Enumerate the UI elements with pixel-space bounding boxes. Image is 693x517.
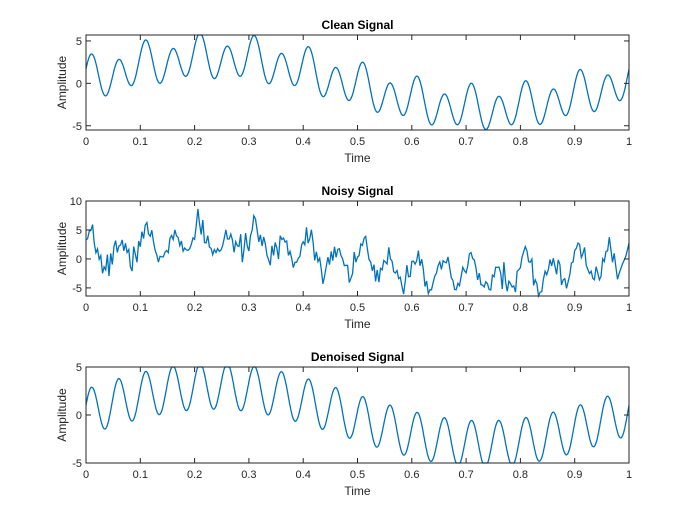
x-axis-label: Time: [344, 151, 371, 165]
y-axis-label: Amplitude: [55, 222, 69, 276]
y-axis-label: Amplitude: [55, 388, 69, 442]
x-tick-label: 0.5: [350, 302, 365, 314]
y-tick-label: -5: [72, 121, 82, 133]
x-tick-label: 0.4: [296, 302, 311, 314]
x-tick-label: 0.5: [350, 469, 365, 481]
y-tick-label: 5: [76, 362, 82, 374]
y-tick-label: -5: [72, 458, 82, 470]
subplot-3: 0 0.1 0.2 0.3 0.4 0.5 0.6 0.7 0.8 0.9 150-5Denoise…: [55, 350, 632, 498]
y-tick-label: 5: [76, 36, 82, 48]
x-tick-label: 0.6: [404, 136, 419, 148]
series-line: [85, 366, 630, 464]
y-tick-label: 0: [76, 78, 82, 90]
chart-title: Clean Signal: [321, 18, 393, 32]
chart-title: Denoised Signal: [311, 350, 404, 364]
x-tick-label: 0.2: [187, 302, 202, 314]
x-tick-label: 0.7: [458, 136, 473, 148]
x-tick-label: 1: [626, 302, 632, 314]
x-tick-label: 0.9: [567, 469, 582, 481]
y-tick-label: 10: [70, 196, 82, 208]
x-tick-label: 0: [83, 469, 89, 481]
x-tick-label: 0.3: [241, 302, 256, 314]
y-tick-label: 0: [76, 254, 82, 266]
x-tick-label: 0.3: [241, 469, 256, 481]
x-tick-label: 0.1: [133, 469, 148, 481]
chart-title: Noisy Signal: [321, 184, 393, 198]
x-tick-label: 0: [83, 302, 89, 314]
x-tick-label: 0: [83, 136, 89, 148]
y-tick-label: 5: [76, 225, 82, 237]
x-axis-label: Time: [344, 484, 371, 498]
x-tick-label: 0.1: [133, 136, 148, 148]
x-tick-label: 0.8: [513, 136, 528, 148]
x-tick-label: 0.9: [567, 136, 582, 148]
x-tick-label: 0.6: [404, 469, 419, 481]
subplot-2: 0 0.1 0.2 0.3 0.4 0.5 0.6 0.7 0.8 0.9 11050-5Noisy…: [55, 184, 632, 331]
x-tick-label: 0.7: [458, 302, 473, 314]
x-tick-label: 0.4: [296, 469, 311, 481]
x-tick-label: 0.8: [513, 302, 528, 314]
series-line: [85, 34, 630, 131]
x-tick-label: 0.2: [187, 469, 202, 481]
x-tick-label: 0.3: [241, 136, 256, 148]
x-tick-label: 0.9: [567, 302, 582, 314]
y-tick-label: 0: [76, 410, 82, 422]
y-tick-label: -5: [72, 283, 82, 295]
x-tick-label: 1: [626, 469, 632, 481]
x-tick-label: 0.2: [187, 136, 202, 148]
x-tick-label: 0.8: [513, 469, 528, 481]
x-tick-label: 0.6: [404, 302, 419, 314]
x-tick-label: 0.1: [133, 302, 148, 314]
x-tick-label: 0.7: [458, 469, 473, 481]
x-tick-label: 0.4: [296, 136, 311, 148]
y-axis-label: Amplitude: [55, 56, 69, 110]
x-tick-label: 0.5: [350, 136, 365, 148]
x-axis-label: Time: [344, 317, 371, 331]
x-tick-label: 1: [626, 136, 632, 148]
